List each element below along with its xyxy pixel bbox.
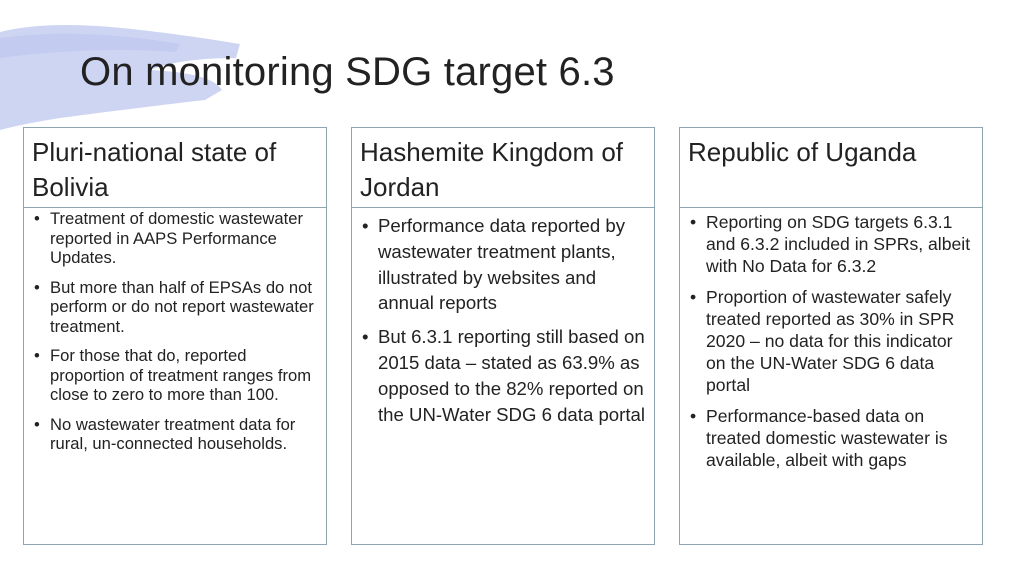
bullet-item: No wastewater treatment data for rural, …	[32, 415, 320, 454]
decorative-brush-stroke	[0, 25, 240, 130]
bullet-item: Reporting on SDG targets 6.3.1 and 6.3.2…	[688, 211, 976, 277]
bullet-list-jordan: Performance data reported by wastewater …	[360, 213, 648, 427]
column-jordan: Hashemite Kingdom of Jordan Performance …	[351, 127, 655, 545]
column-heading-uganda: Republic of Uganda	[680, 128, 982, 208]
bullet-item: Treatment of domestic wastewater reporte…	[32, 209, 320, 268]
bullet-item: For those that do, reported proportion o…	[32, 346, 320, 405]
bullet-item: But more than half of EPSAs do not perfo…	[32, 278, 320, 337]
page-title: On monitoring SDG target 6.3	[80, 50, 615, 94]
column-heading-bolivia: Pluri-national state of Bolivia	[24, 128, 326, 208]
bullet-list-bolivia: Treatment of domestic wastewater reporte…	[32, 209, 320, 454]
bullet-item: Performance data reported by wastewater …	[360, 213, 648, 316]
bullet-item: Performance-based data on treated domest…	[688, 405, 976, 471]
bullet-list-uganda: Reporting on SDG targets 6.3.1 and 6.3.2…	[688, 211, 976, 471]
bullet-item: Proportion of wastewater safely treated …	[688, 286, 976, 396]
column-heading-jordan: Hashemite Kingdom of Jordan	[352, 128, 654, 208]
bullet-item: But 6.3.1 reporting still based on 2015 …	[360, 324, 648, 427]
column-bolivia: Pluri-national state of Bolivia Treatmen…	[23, 127, 327, 545]
column-uganda: Republic of Uganda Reporting on SDG targ…	[679, 127, 983, 545]
